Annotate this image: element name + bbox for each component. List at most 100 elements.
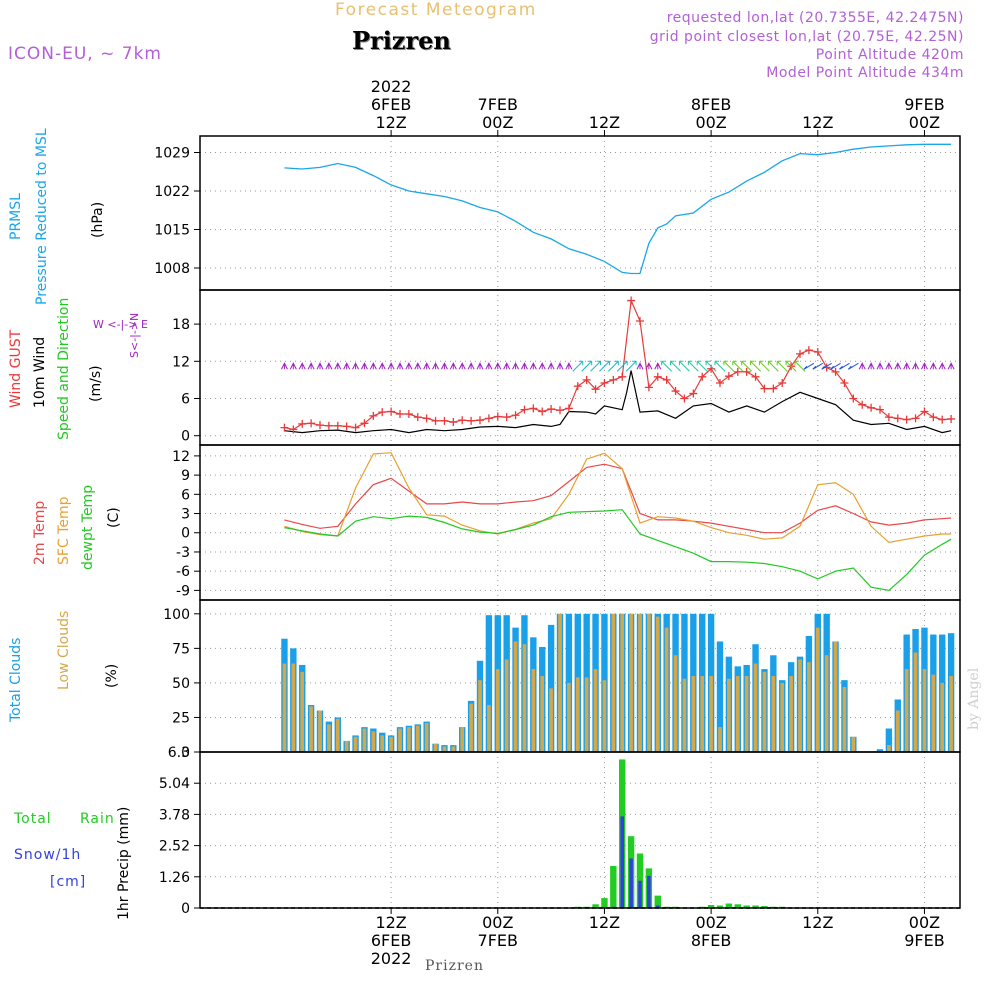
ytick-label: 12 [172,449,190,465]
low-cloud-bar [727,678,731,752]
ytick-label: 100 [163,607,190,623]
wind-dir-arrow [947,362,955,370]
wind-dir-arrow [616,360,628,372]
wind-dir-arrow [867,362,875,370]
ytick-label: 12 [172,354,190,370]
pressure-unit-label: (hPa) [90,201,106,238]
low-cloud-bar [798,659,802,752]
low-cloud-bar [718,727,722,752]
wind-dir-arrow [458,362,466,370]
rain-bar [601,898,608,908]
low-cloud-bar [620,613,625,752]
precip-axis-label: 1hr Precip (mm) [116,806,132,920]
ytick-label: 75 [172,641,190,657]
gust-marker [716,379,724,387]
wind-dir-arrow [405,362,413,370]
point-altitude: Point Altitude 420m [815,47,964,63]
gust-marker [938,415,947,424]
wind-dir-arrow [696,360,708,372]
gust-marker [591,385,600,394]
low-cloud-bar [931,674,936,752]
pressure-line [284,143,952,275]
gust-marker [369,411,378,420]
low-cloud-bar [771,676,776,752]
wind-dir-arrow [912,362,920,370]
wind-dir-arrow [858,362,866,370]
wind-dir-arrow [812,362,824,370]
gust-marker [324,421,333,430]
wind-dir-arrow [938,362,946,370]
gust-marker [920,407,929,416]
gust-marker [876,405,884,414]
top-time-label: 6FEB [371,95,411,114]
bottom-time-label: 00Z [695,913,726,932]
gust-marker [298,419,307,428]
gust-marker [458,416,467,425]
total-cloud-bar [565,613,573,752]
snow-bar [629,858,633,908]
dewpt-label: dewpt Temp [80,484,96,570]
gust-marker [342,422,351,431]
bottom-time-label: 6FEB [371,931,411,950]
gust-marker [831,367,840,376]
gust-marker [449,418,458,427]
gust-marker [636,317,644,325]
gust-marker [378,408,387,417]
gust-marker [484,414,493,423]
ytick-label: 0 [181,745,190,761]
gust-marker [333,421,342,430]
rain-bar [734,904,741,908]
footer-location: Prizren [425,958,484,974]
low-cloud-bar [433,743,438,752]
low-cloud-bar [282,663,287,752]
gust-marker [902,415,911,424]
temp-line-0 [284,463,952,534]
low-cloud-bar [949,676,953,752]
low-cloud-bar [353,736,358,752]
total-cloud-bar [876,749,884,752]
low-cloud-bar [789,676,793,752]
wind-dir-arrow [360,362,368,370]
wind-dir-arrow [839,362,850,370]
gust-marker [609,375,618,384]
low-cloud-bar [922,669,927,752]
low-cloud-bar [558,613,562,752]
temp-line-1 [284,452,952,544]
low-clouds-label: Low Clouds [56,610,72,690]
wind-dir-arrow [343,362,351,370]
wind-dir-arrow [298,362,306,370]
ytick-label: 1008 [154,261,190,277]
wind-dir-arrow [776,360,788,372]
low-cloud-bar [469,703,473,752]
bottom-time-label: 7FEB [478,931,518,950]
gust-marker [538,407,547,416]
wind-dir-arrow [847,362,859,370]
ytick-label: 6 [181,392,190,408]
gust-marker [351,423,360,432]
low-cloud-bar [895,710,900,752]
panel-frames [199,135,961,909]
low-cloud-bar [300,671,305,752]
ytick-label: 25 [172,710,190,726]
low-cloud-bar [335,718,340,752]
low-cloud-bar [762,671,767,752]
gust-marker [556,406,564,415]
gust-marker [316,421,324,430]
gust-marker [893,414,902,423]
low-cloud-bar [398,728,402,752]
gust-marker [929,413,938,422]
low-cloud-bar [487,705,491,752]
top-time-label: 12Z [375,113,406,132]
gust-marker [769,384,778,393]
snow-bar [655,905,660,908]
wind-dir-arrow [714,360,726,372]
wind-dir-arrow [785,360,797,372]
gust-marker [520,405,529,414]
rain-bar [654,895,661,908]
gust-marker [600,379,609,387]
wind-dir-arrow [572,360,584,372]
wind-dir-arrow [599,360,610,372]
wind-dir-arrow [494,362,502,370]
wind-dir-arrow [325,362,333,370]
compass-we-label: W <-|-> E [93,318,148,331]
